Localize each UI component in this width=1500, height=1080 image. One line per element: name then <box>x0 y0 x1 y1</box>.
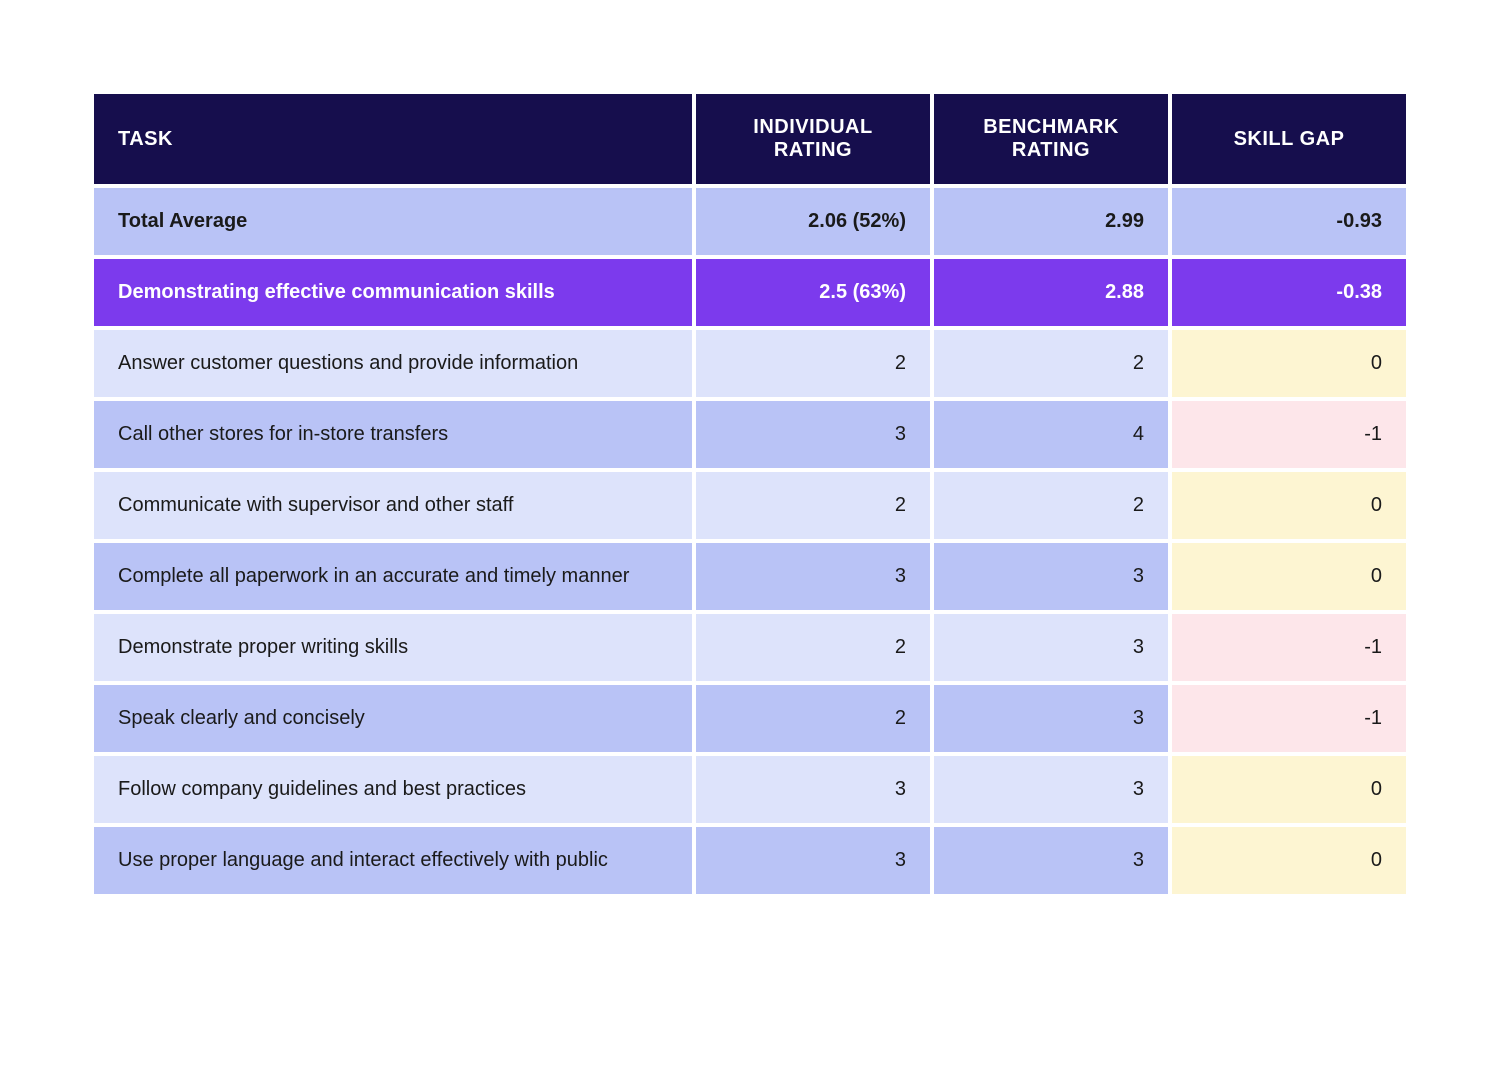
table-row: Answer customer questions and provide in… <box>94 330 1406 397</box>
skill-gap-table: TASK INDIVIDUAL RATING BENCHMARK RATING … <box>90 90 1410 898</box>
benchmark-cell: 3 <box>934 685 1168 752</box>
table-body: Total Average2.06 (52%)2.99-0.93Demonstr… <box>94 188 1406 894</box>
benchmark-cell: 3 <box>934 614 1168 681</box>
task-cell: Use proper language and interact effecti… <box>94 827 692 894</box>
benchmark-cell: 2 <box>934 472 1168 539</box>
individual-cell: 2.5 (63%) <box>696 259 930 326</box>
individual-cell: 2 <box>696 614 930 681</box>
skill-gap-cell: -1 <box>1172 614 1406 681</box>
benchmark-cell: 3 <box>934 827 1168 894</box>
table-row: Demonstrating effective communication sk… <box>94 259 1406 326</box>
header-benchmark: BENCHMARK RATING <box>934 94 1168 184</box>
individual-cell: 2.06 (52%) <box>696 188 930 255</box>
task-cell: Total Average <box>94 188 692 255</box>
benchmark-cell: 3 <box>934 543 1168 610</box>
table-row: Communicate with supervisor and other st… <box>94 472 1406 539</box>
individual-cell: 2 <box>696 472 930 539</box>
skill-gap-cell: 0 <box>1172 330 1406 397</box>
individual-cell: 3 <box>696 827 930 894</box>
individual-cell: 2 <box>696 685 930 752</box>
task-cell: Demonstrating effective communication sk… <box>94 259 692 326</box>
table-row: Use proper language and interact effecti… <box>94 827 1406 894</box>
table-row: Follow company guidelines and best pract… <box>94 756 1406 823</box>
skill-gap-cell: -1 <box>1172 685 1406 752</box>
skill-gap-cell: 0 <box>1172 756 1406 823</box>
benchmark-cell: 4 <box>934 401 1168 468</box>
skill-gap-cell: -0.93 <box>1172 188 1406 255</box>
individual-cell: 3 <box>696 543 930 610</box>
header-task: TASK <box>94 94 692 184</box>
table-row: Speak clearly and concisely23-1 <box>94 685 1406 752</box>
header-individual: INDIVIDUAL RATING <box>696 94 930 184</box>
skill-gap-cell: -0.38 <box>1172 259 1406 326</box>
task-cell: Complete all paperwork in an accurate an… <box>94 543 692 610</box>
benchmark-cell: 3 <box>934 756 1168 823</box>
task-cell: Follow company guidelines and best pract… <box>94 756 692 823</box>
skill-gap-cell: 0 <box>1172 543 1406 610</box>
table-row: Complete all paperwork in an accurate an… <box>94 543 1406 610</box>
individual-cell: 2 <box>696 330 930 397</box>
skill-gap-cell: 0 <box>1172 472 1406 539</box>
task-cell: Call other stores for in-store transfers <box>94 401 692 468</box>
benchmark-cell: 2.88 <box>934 259 1168 326</box>
task-cell: Communicate with supervisor and other st… <box>94 472 692 539</box>
task-cell: Demonstrate proper writing skills <box>94 614 692 681</box>
header-row: TASK INDIVIDUAL RATING BENCHMARK RATING … <box>94 94 1406 184</box>
individual-cell: 3 <box>696 756 930 823</box>
benchmark-cell: 2 <box>934 330 1168 397</box>
skill-gap-cell: -1 <box>1172 401 1406 468</box>
skill-gap-cell: 0 <box>1172 827 1406 894</box>
task-cell: Speak clearly and concisely <box>94 685 692 752</box>
header-skill-gap: SKILL GAP <box>1172 94 1406 184</box>
task-cell: Answer customer questions and provide in… <box>94 330 692 397</box>
individual-cell: 3 <box>696 401 930 468</box>
table-row: Total Average2.06 (52%)2.99-0.93 <box>94 188 1406 255</box>
benchmark-cell: 2.99 <box>934 188 1168 255</box>
table-row: Call other stores for in-store transfers… <box>94 401 1406 468</box>
table-row: Demonstrate proper writing skills23-1 <box>94 614 1406 681</box>
